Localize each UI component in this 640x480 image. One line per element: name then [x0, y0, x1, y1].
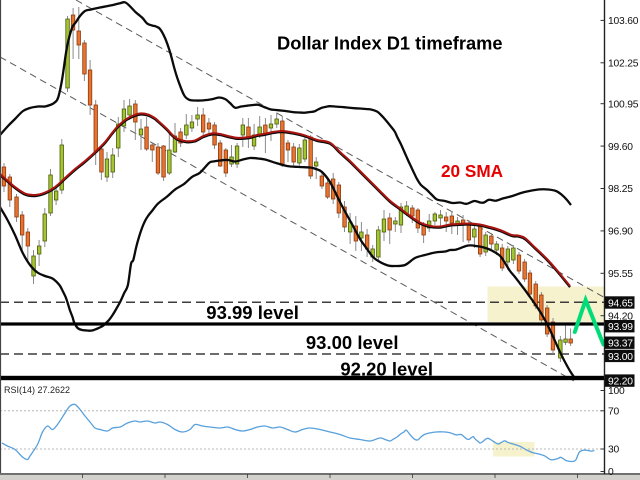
svg-text:103.60: 103.60 [608, 16, 639, 27]
svg-text:94.20: 94.20 [608, 311, 633, 322]
svg-text:93.00 level: 93.00 level [306, 332, 399, 353]
svg-text:98.25: 98.25 [608, 184, 633, 195]
svg-text:102.25: 102.25 [608, 59, 639, 70]
svg-text:92.20: 92.20 [608, 377, 633, 388]
svg-text:94.65: 94.65 [608, 298, 633, 309]
svg-text:0: 0 [608, 467, 614, 478]
svg-text:93.99: 93.99 [608, 322, 633, 333]
svg-text:93.37: 93.37 [608, 339, 633, 350]
svg-text:95.55: 95.55 [608, 269, 633, 280]
svg-text:100.95: 100.95 [608, 99, 639, 110]
svg-text:100: 100 [608, 386, 625, 397]
svg-text:92.20 level: 92.20 level [340, 358, 433, 379]
svg-text:20 SMA: 20 SMA [441, 161, 503, 181]
svg-text:93.00: 93.00 [608, 352, 633, 363]
svg-text:Dollar Index D1 timeframe: Dollar Index D1 timeframe [277, 33, 503, 54]
svg-text:99.60: 99.60 [608, 142, 633, 153]
svg-text:RSI(14) 27.2622: RSI(14) 27.2622 [4, 385, 70, 395]
svg-text:70: 70 [608, 407, 620, 418]
svg-text:96.90: 96.90 [608, 227, 633, 238]
svg-text:93.99 level: 93.99 level [206, 302, 299, 323]
svg-text:30: 30 [608, 445, 620, 456]
